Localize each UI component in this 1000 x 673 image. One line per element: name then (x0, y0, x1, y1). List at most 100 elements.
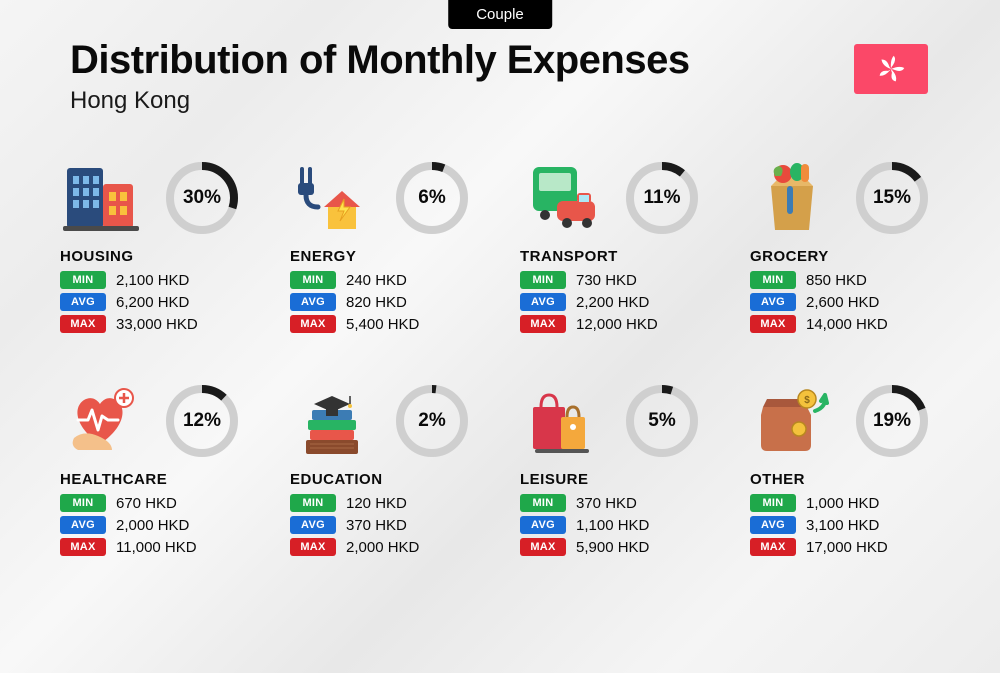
min-badge: MIN (750, 494, 796, 512)
page-title: Distribution of Monthly Expenses (70, 38, 930, 83)
max-badge: MAX (60, 315, 106, 333)
avg-badge: AVG (520, 293, 566, 311)
max-value: 11,000 HKD (116, 539, 197, 556)
pct-donut: 30% (162, 158, 242, 238)
max-value: 2,000 HKD (346, 539, 419, 556)
min-badge: MIN (750, 271, 796, 289)
avg-badge: AVG (290, 516, 336, 534)
min-badge: MIN (520, 271, 566, 289)
min-badge: MIN (60, 271, 106, 289)
pct-label: 2% (418, 410, 445, 432)
expense-card-grocery: 15% GROCERY MIN 850 HKD AVG 2,600 HKD MA… (750, 158, 960, 337)
min-row: MIN 120 HKD (290, 494, 500, 512)
grocery-icon (750, 158, 834, 238)
pct-label: 15% (873, 187, 911, 209)
max-value: 14,000 HKD (806, 316, 888, 333)
expense-grid: 30% HOUSING MIN 2,100 HKD AVG 6,200 HKD … (60, 158, 950, 560)
leisure-icon (520, 381, 604, 461)
avg-value: 2,000 HKD (116, 517, 189, 534)
avg-badge: AVG (60, 516, 106, 534)
expense-card-transport: 11% TRANSPORT MIN 730 HKD AVG 2,200 HKD … (520, 158, 730, 337)
max-badge: MAX (750, 315, 796, 333)
avg-row: AVG 2,600 HKD (750, 293, 960, 311)
min-value: 730 HKD (576, 272, 637, 289)
category-name: LEISURE (520, 471, 730, 488)
audience-tag: Couple (448, 0, 552, 29)
min-row: MIN 1,000 HKD (750, 494, 960, 512)
page-subtitle: Hong Kong (70, 87, 930, 115)
min-value: 850 HKD (806, 272, 867, 289)
min-row: MIN 670 HKD (60, 494, 270, 512)
category-name: TRANSPORT (520, 248, 730, 265)
svg-text:$: $ (804, 395, 810, 406)
avg-value: 820 HKD (346, 294, 407, 311)
min-row: MIN 730 HKD (520, 271, 730, 289)
max-row: MAX 11,000 HKD (60, 538, 270, 556)
header: Distribution of Monthly Expenses Hong Ko… (70, 38, 930, 115)
max-value: 12,000 HKD (576, 316, 658, 333)
avg-value: 1,100 HKD (576, 517, 649, 534)
max-badge: MAX (60, 538, 106, 556)
expense-card-leisure: 5% LEISURE MIN 370 HKD AVG 1,100 HKD MAX… (520, 381, 730, 560)
avg-badge: AVG (750, 516, 796, 534)
other-icon: $ (750, 381, 834, 461)
min-value: 120 HKD (346, 495, 407, 512)
avg-value: 2,200 HKD (576, 294, 649, 311)
expense-card-energy: 6% ENERGY MIN 240 HKD AVG 820 HKD MAX 5,… (290, 158, 500, 337)
pct-label: 12% (183, 410, 221, 432)
min-value: 1,000 HKD (806, 495, 879, 512)
pct-label: 30% (183, 187, 221, 209)
avg-badge: AVG (290, 293, 336, 311)
category-name: OTHER (750, 471, 960, 488)
avg-badge: AVG (750, 293, 796, 311)
max-badge: MAX (290, 315, 336, 333)
max-row: MAX 17,000 HKD (750, 538, 960, 556)
avg-row: AVG 1,100 HKD (520, 516, 730, 534)
pct-donut: 11% (622, 158, 702, 238)
category-name: HOUSING (60, 248, 270, 265)
max-badge: MAX (520, 538, 566, 556)
max-row: MAX 2,000 HKD (290, 538, 500, 556)
avg-value: 2,600 HKD (806, 294, 879, 311)
avg-row: AVG 370 HKD (290, 516, 500, 534)
avg-value: 3,100 HKD (806, 517, 879, 534)
pct-label: 6% (418, 187, 445, 209)
avg-badge: AVG (60, 293, 106, 311)
min-value: 370 HKD (576, 495, 637, 512)
pct-donut: 5% (622, 381, 702, 461)
pct-label: 5% (648, 410, 675, 432)
expense-card-healthcare: 12% HEALTHCARE MIN 670 HKD AVG 2,000 HKD… (60, 381, 270, 560)
max-row: MAX 14,000 HKD (750, 315, 960, 333)
min-badge: MIN (60, 494, 106, 512)
pct-label: 19% (873, 410, 911, 432)
category-name: EDUCATION (290, 471, 500, 488)
avg-badge: AVG (520, 516, 566, 534)
expense-card-other: $ 19% OTHER MIN 1,000 HKD AVG 3,100 HKD … (750, 381, 960, 560)
max-row: MAX 33,000 HKD (60, 315, 270, 333)
category-name: GROCERY (750, 248, 960, 265)
max-badge: MAX (520, 315, 566, 333)
min-row: MIN 370 HKD (520, 494, 730, 512)
pct-donut: 12% (162, 381, 242, 461)
education-icon (290, 381, 374, 461)
max-value: 5,900 HKD (576, 539, 649, 556)
max-badge: MAX (290, 538, 336, 556)
hong-kong-flag-icon (854, 44, 928, 94)
avg-value: 370 HKD (346, 517, 407, 534)
category-name: HEALTHCARE (60, 471, 270, 488)
max-row: MAX 12,000 HKD (520, 315, 730, 333)
avg-value: 6,200 HKD (116, 294, 189, 311)
min-row: MIN 2,100 HKD (60, 271, 270, 289)
max-value: 5,400 HKD (346, 316, 419, 333)
min-badge: MIN (520, 494, 566, 512)
max-value: 33,000 HKD (116, 316, 198, 333)
max-badge: MAX (750, 538, 796, 556)
energy-icon (290, 158, 374, 238)
pct-donut: 6% (392, 158, 472, 238)
pct-donut: 19% (852, 381, 932, 461)
avg-row: AVG 2,200 HKD (520, 293, 730, 311)
avg-row: AVG 3,100 HKD (750, 516, 960, 534)
min-badge: MIN (290, 494, 336, 512)
healthcare-icon (60, 381, 144, 461)
avg-row: AVG 2,000 HKD (60, 516, 270, 534)
